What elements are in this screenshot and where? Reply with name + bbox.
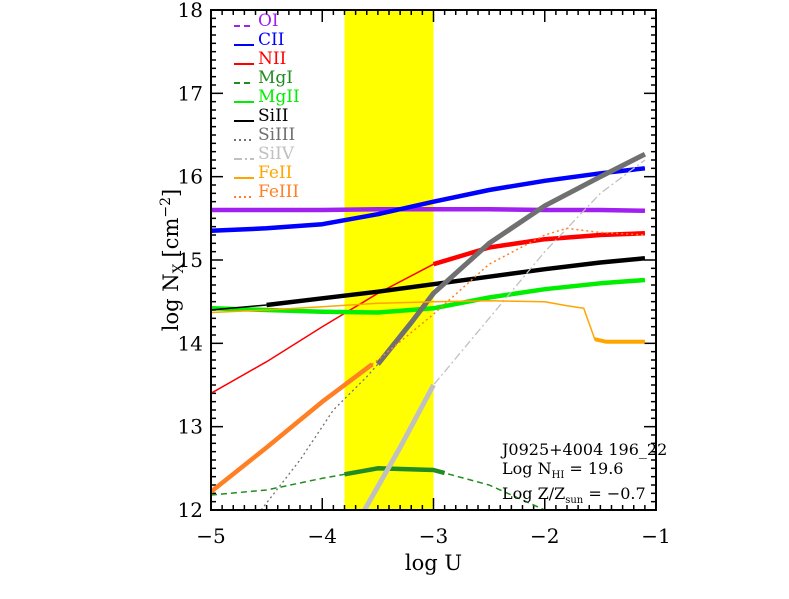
x-tick-label: −1 — [641, 524, 670, 548]
annotation-nhi-sub: HI — [552, 470, 565, 481]
y-tick-label: 14 — [178, 331, 203, 355]
annotation-nhi: Log NHI = 19.6 — [502, 459, 623, 481]
y-axis-title-unit-sup: −2 — [158, 197, 174, 218]
annotation-nhi-post: = 19.6 — [564, 459, 623, 478]
legend-label-feiii: FeIII — [258, 182, 299, 202]
legend-label-cii: CII — [258, 30, 284, 50]
y-tick-label: 15 — [178, 248, 203, 272]
y-tick-label: 17 — [178, 81, 203, 105]
y-axis-title-base: log N — [159, 273, 183, 331]
series-siii-thick-segment — [266, 256, 646, 308]
legend-label-mgi: MgI — [258, 68, 293, 88]
y-axis-title-unit-post: ] — [159, 189, 183, 197]
series-layer — [211, 151, 647, 510]
shaded-band — [344, 10, 434, 510]
annotation-nhi-pre: Log N — [502, 459, 552, 478]
legend-label-nii: NII — [258, 49, 286, 69]
y-tick-label: 12 — [178, 498, 203, 522]
series-oi-thick-segment — [211, 206, 645, 214]
series-siiv-thick-segment — [362, 383, 436, 510]
annotation-z-pre: Log Z/Z — [502, 484, 565, 503]
annotations: J0925+4004 196_22 Log NHI = 19.6 Log Z/Z… — [500, 440, 667, 506]
plot-frame — [210, 9, 657, 511]
y-axis-title-sub: X — [171, 263, 187, 273]
series-feii-thick-segment — [594, 337, 645, 344]
legend-label-feii: FeII — [258, 163, 292, 183]
y-tick-label: 18 — [178, 0, 203, 22]
series-mgi-thick-segment — [344, 466, 446, 477]
y-tick-label: 13 — [178, 415, 203, 439]
annotation-object: J0925+4004 196_22 — [500, 440, 667, 459]
x-tick-label: −5 — [196, 524, 225, 548]
band-layer — [344, 10, 434, 510]
x-tick-label: −3 — [419, 524, 448, 548]
y-tick-label: 16 — [178, 165, 203, 189]
x-tick-label: −4 — [308, 524, 337, 548]
legend-label-mgii: MgII — [258, 87, 300, 107]
series-mgi-line — [211, 467, 546, 510]
series-mgii-thick-segment — [211, 277, 646, 315]
tick-labels: −5 −4 −3 −2 −1 12 13 14 15 16 17 18 — [178, 0, 671, 548]
legend-label-siiv: SiIV — [258, 144, 295, 164]
x-tick-label: −2 — [530, 524, 559, 548]
annotation-z-post: = −0.7 — [583, 484, 645, 503]
x-axis-title: log U — [405, 551, 462, 575]
legend-label-siii: SiII — [258, 106, 289, 126]
legend-label-siiii: SiIII — [258, 125, 295, 145]
y-axis-title-unit-pre: [cm — [159, 217, 183, 257]
series-feiii-thick-segment — [211, 362, 374, 494]
legend-label-oi: OI — [258, 11, 279, 31]
series-cii-thick-segment — [211, 166, 646, 234]
series-nii-thick-segment — [432, 231, 645, 267]
y-axis-title: log NX [cm−2] — [158, 189, 187, 332]
annotation-metallicity: Log Z/Zsun = −0.7 — [502, 484, 646, 506]
series-siiii-thick-segment — [375, 151, 647, 366]
annotation-z-sub: sun — [565, 495, 584, 506]
